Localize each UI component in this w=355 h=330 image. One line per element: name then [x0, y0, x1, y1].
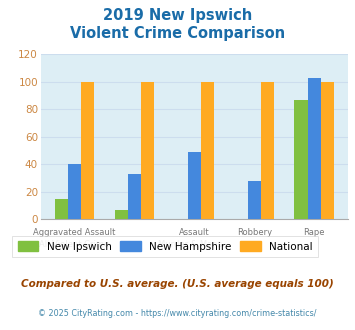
- Text: Aggravated Assault: Aggravated Assault: [33, 228, 116, 237]
- Bar: [201, 82, 214, 219]
- Bar: [248, 181, 261, 219]
- Bar: [128, 174, 141, 219]
- Text: Rape: Rape: [304, 228, 325, 237]
- Text: © 2025 CityRating.com - https://www.cityrating.com/crime-statistics/: © 2025 CityRating.com - https://www.city…: [38, 309, 317, 317]
- Text: Violent Crime Comparison: Violent Crime Comparison: [70, 26, 285, 41]
- Bar: [261, 82, 274, 219]
- Bar: [55, 199, 68, 219]
- Text: Robbery: Robbery: [237, 228, 272, 237]
- Bar: [115, 210, 128, 219]
- Bar: [81, 82, 94, 219]
- Bar: [68, 164, 81, 219]
- Bar: [188, 152, 201, 219]
- Legend: New Ipswich, New Hampshire, National: New Ipswich, New Hampshire, National: [12, 236, 318, 257]
- Text: 2019 New Ipswich: 2019 New Ipswich: [103, 8, 252, 23]
- Bar: [321, 82, 334, 219]
- Text: Compared to U.S. average. (U.S. average equals 100): Compared to U.S. average. (U.S. average …: [21, 279, 334, 289]
- Text: Assault: Assault: [179, 228, 210, 237]
- Bar: [307, 78, 321, 219]
- Text: Murder & Mans...: Murder & Mans...: [158, 240, 230, 249]
- Bar: [294, 100, 307, 219]
- Text: All Violent Crime: All Violent Crime: [39, 240, 110, 249]
- Bar: [141, 82, 154, 219]
